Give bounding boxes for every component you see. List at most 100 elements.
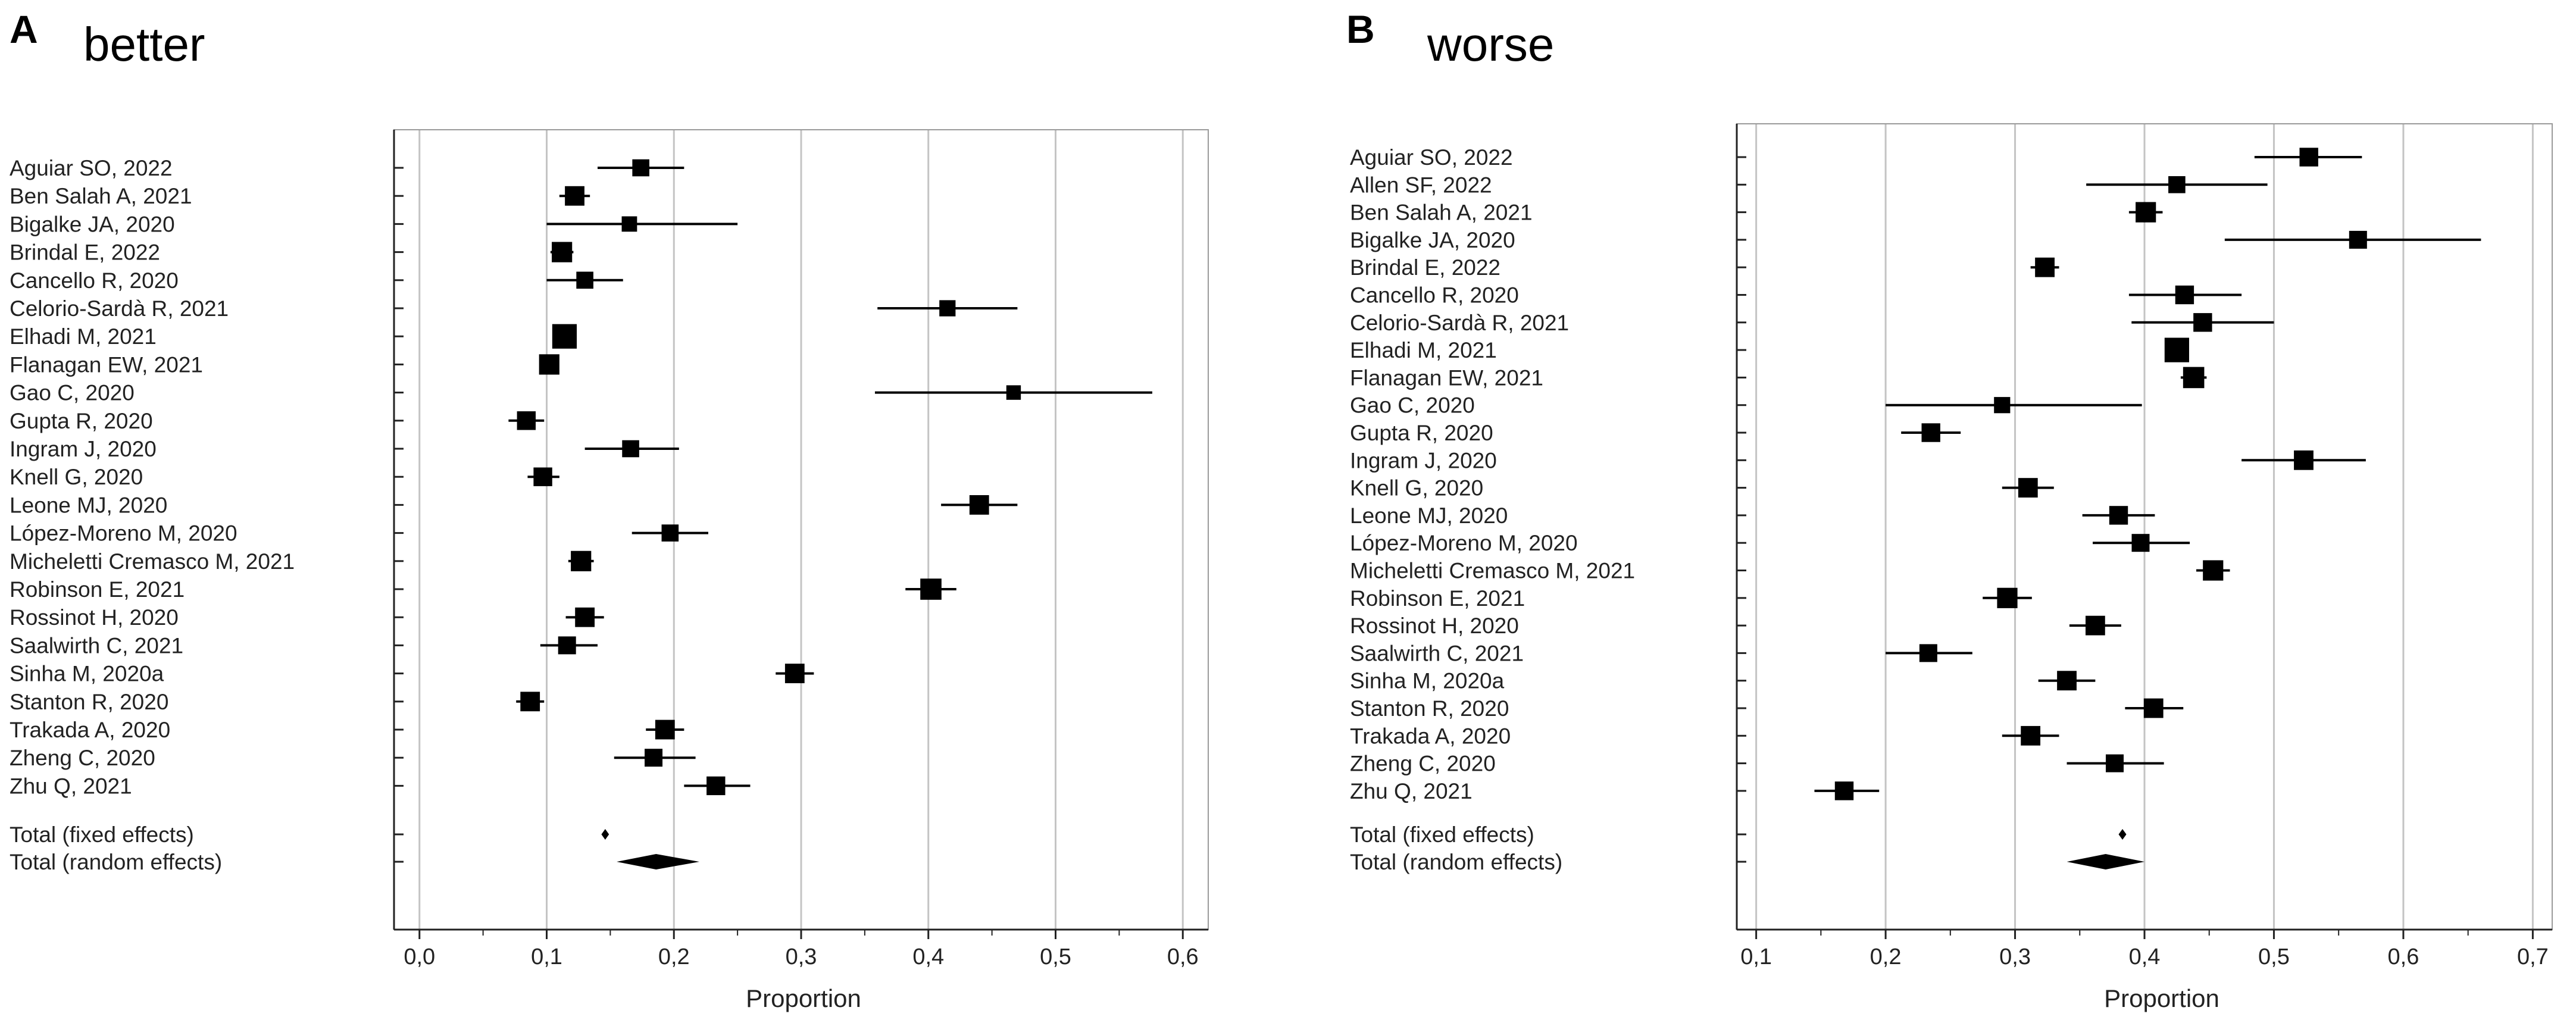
point-estimate [576,271,593,289]
point-estimate [558,636,576,655]
point-estimate [1921,423,1940,442]
point-estimate [533,467,552,486]
study-marks [508,159,1152,869]
point-estimate [2085,615,2105,636]
point-estimate [645,749,663,767]
point-estimate [920,578,942,600]
point-estimate [661,524,679,542]
point-estimate [2136,202,2156,223]
point-estimate [2105,754,2124,772]
point-estimate [2299,148,2318,167]
study-label: Leone MJ, 2020 [10,493,167,517]
tick-label: 0,6 [1167,944,1199,969]
study-label: Rossinot H, 2020 [1350,614,1519,638]
study-label: Cancello R, 2020 [1350,283,1519,308]
study-label: Stanton R, 2020 [10,690,168,714]
point-estimate [2164,337,2189,362]
point-estimate [2018,478,2038,498]
grid-layer [1755,124,2534,930]
panel-title: better [83,18,205,71]
study-label: Ingram J, 2020 [10,437,157,461]
study-label: Saalwirth C, 2021 [1350,641,1524,665]
total-label: Total (random effects) [10,850,222,874]
study-labels: Aguiar SO, 2022 Ben Salah A, 2021 Bigalke … [10,156,295,874]
point-estimate [2349,230,2367,249]
point-estimate [1834,781,1854,800]
point-estimate [575,607,595,627]
study-label: Bigalke JA, 2020 [1350,228,1515,252]
study-label: Sinha M, 2020a [1350,669,1505,693]
point-estimate [1994,397,2011,414]
pooled-diamond-random [617,854,699,869]
study-label: Micheletti Cremasco M, 2021 [1350,559,1635,583]
total-label: Total (fixed effects) [1350,822,1534,847]
grid-layer [418,130,1184,930]
tick-label: 0,0 [404,944,435,969]
study-label: Ingram J, 2020 [1350,448,1497,473]
study-label: Micheletti Cremasco M, 2021 [10,549,295,574]
point-estimate [1997,587,2018,608]
point-estimate [2131,534,2150,552]
study-label: Ben Salah A, 2021 [1350,201,1533,225]
study-label: Zhu Q, 2021 [10,774,132,798]
panel-worse: B worse Proportion 0,1 0,2 0,3 0,4 0,5 0,6 0,7… [1346,7,2553,1012]
study-label: Bigalke JA, 2020 [10,212,175,236]
panel-title: worse [1427,18,1554,71]
study-label: Zhu Q, 2021 [1350,779,1473,803]
study-label: Gao C, 2020 [10,381,135,405]
point-estimate [552,242,573,262]
tick-label: 0,3 [786,944,817,969]
study-label: Zheng C, 2020 [1350,752,1496,776]
point-estimate [565,186,584,206]
study-label: Gao C, 2020 [1350,393,1475,418]
study-label: Elhadi M, 2021 [10,324,157,349]
study-label: Flanagan EW, 2021 [10,352,203,377]
total-label: Total (random effects) [1350,850,1562,874]
point-estimate [632,159,649,177]
point-estimate [539,354,559,375]
point-estimate [2035,257,2055,277]
tick-label: 0,2 [658,944,690,969]
point-estimate [655,720,675,740]
study-label: Stanton R, 2020 [1350,696,1509,721]
tick-label: 0,6 [2388,944,2419,969]
study-label: Gupta R, 2020 [10,409,153,433]
study-label: Celorio-Sardà R, 2021 [1350,311,1569,335]
tick-label: 0,4 [912,944,944,969]
pooled-diamond-random [2067,854,2144,869]
pooled-diamond-fixed [2118,829,2127,840]
point-estimate [2109,506,2128,525]
x-axis-title: Proportion [2104,984,2219,1012]
point-estimate [706,776,726,796]
tick-label: 0,1 [531,944,562,969]
study-label: Brindal E, 2022 [1350,255,1500,280]
tick-label: 0,4 [2129,944,2161,969]
pooled-diamond-fixed [601,829,609,840]
point-estimate [2057,671,2077,691]
point-estimate [939,300,956,317]
tick-label: 0,5 [2258,944,2290,969]
point-estimate [622,440,639,458]
point-estimate [1919,644,1937,662]
study-label: Brindal E, 2022 [10,240,160,265]
study-label: López-Moreno M, 2020 [10,521,237,546]
study-label: Allen SF, 2022 [1350,173,1492,197]
point-estimate [2021,725,2041,746]
study-label: López-Moreno M, 2020 [1350,531,1578,555]
study-label: Aguiar SO, 2022 [1350,145,1513,170]
tick-label: 0,1 [1740,944,1772,969]
study-label: Rossinot H, 2020 [10,605,179,630]
point-estimate [520,692,540,712]
tick-label: 0,2 [1870,944,1902,969]
study-label: Robinson E, 2021 [1350,586,1525,611]
tick-label: 0,3 [1999,944,2031,969]
study-label: Knell G, 2020 [1350,476,1483,501]
point-estimate [552,324,577,349]
panel-letter: B [1346,7,1375,51]
point-estimate [2203,560,2224,581]
x-axis-title: Proportion [746,984,861,1012]
study-label: Robinson E, 2021 [10,577,185,602]
point-estimate [517,411,536,430]
study-label: Flanagan EW, 2021 [1350,365,1543,390]
